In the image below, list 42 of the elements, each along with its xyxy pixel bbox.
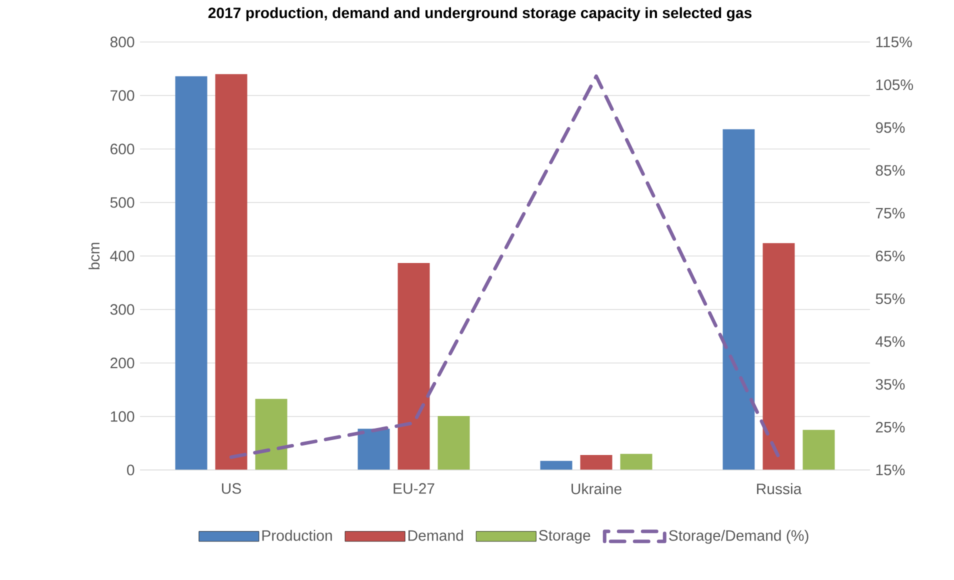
x-tick-label: US: [222, 483, 241, 494]
y-tick-label: 500: [110, 197, 134, 208]
y2-tick-label: 25%: [876, 422, 905, 432]
y2-tick-label: 75%: [876, 208, 905, 218]
bar: [255, 398, 288, 470]
y2-tick-label: 35%: [876, 379, 905, 390]
y2-tick-label: 45%: [876, 336, 905, 347]
legend-label: Storage/Demand (%): [669, 530, 808, 544]
legend-label: Production: [262, 530, 332, 541]
x-tick-label: Ukraine: [572, 483, 622, 494]
bar: [215, 74, 248, 470]
bar: [398, 262, 430, 470]
y-tick-label: 800: [110, 36, 134, 48]
y-tick-label: 700: [110, 90, 134, 101]
y2-tick-label: 85%: [876, 165, 905, 176]
y2-tick-label: 115%: [876, 36, 912, 48]
bar: [540, 460, 572, 470]
x-tick-label: EU-27: [394, 483, 434, 494]
y-tick-label: 600: [110, 144, 134, 154]
bar: [438, 416, 470, 470]
y2-tick-label: 95%: [876, 122, 905, 133]
bar: [358, 428, 390, 470]
bar: [175, 76, 208, 470]
legend-label: Storage: [539, 530, 590, 544]
x-tick-label: Russia: [757, 483, 802, 494]
chart-title: 2017 production, demand and underground storage capacity in selected gas: [208, 7, 752, 22]
legend-label: Demand: [408, 530, 463, 541]
y-tick-label: 0: [127, 464, 134, 476]
y-tick-label: 200: [110, 358, 134, 368]
y-tick-label: 300: [110, 304, 134, 315]
y2-tick-label: 15%: [876, 464, 905, 476]
y2-tick-label: 65%: [876, 250, 905, 262]
y2-tick-label: 55%: [876, 294, 905, 304]
bar: [762, 243, 795, 470]
bar: [580, 455, 612, 470]
bar: [620, 454, 652, 470]
y2-tick-label: 105%: [876, 79, 914, 90]
y-tick-label: 100: [110, 411, 134, 422]
bar: [802, 430, 835, 470]
bar: [722, 129, 755, 470]
y-axis-title: bcm: [88, 242, 100, 270]
y-tick-label: 400: [110, 250, 134, 262]
